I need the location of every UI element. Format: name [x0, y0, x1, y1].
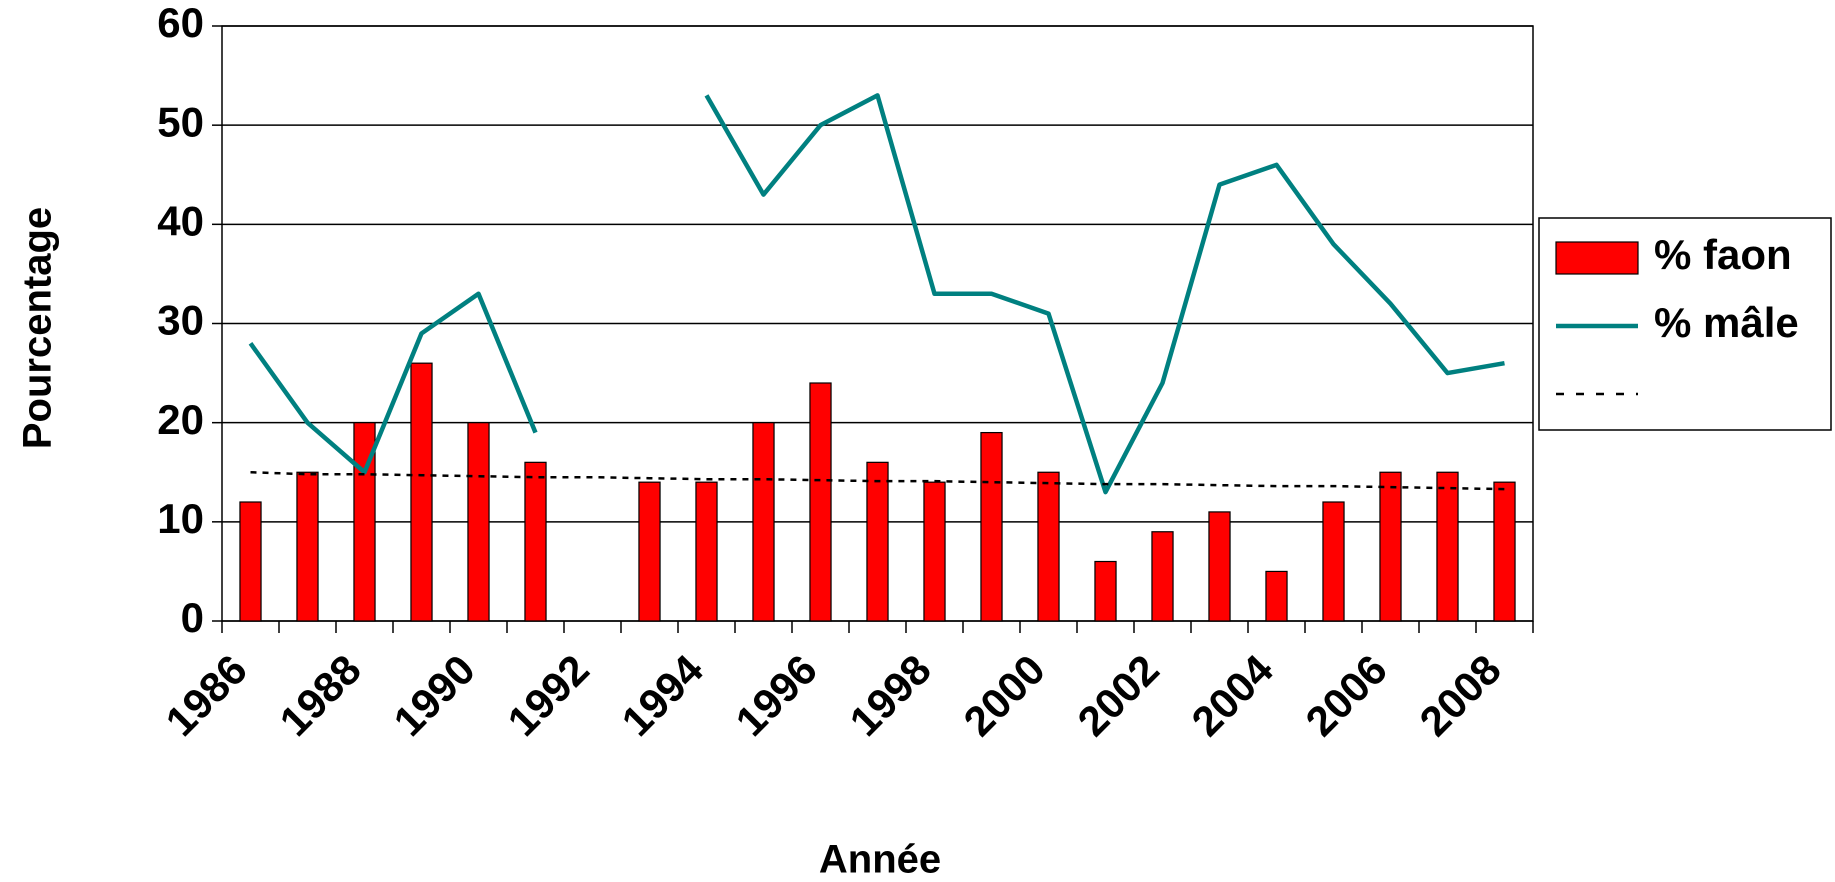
- y-tick-label: 20: [157, 396, 204, 443]
- y-tick-label: 30: [157, 297, 204, 344]
- x-axis-title: Année: [819, 838, 941, 882]
- x-tick-label: 2006: [1297, 646, 1396, 745]
- legend: % faon % mâle: [1538, 217, 1832, 431]
- bar: [239, 501, 262, 622]
- legend-label: % faon: [1654, 231, 1792, 278]
- bar: [809, 382, 832, 622]
- y-tick-label: 10: [157, 495, 204, 542]
- bar: [923, 481, 946, 622]
- legend-swatch: [1555, 241, 1639, 275]
- bar: [1208, 511, 1231, 622]
- bar: [1037, 471, 1060, 622]
- bar: [353, 422, 376, 622]
- x-tick-label: 2002: [1069, 646, 1168, 745]
- bar: [752, 422, 775, 622]
- line-series: [248, 291, 538, 475]
- x-tick-label: 1990: [385, 646, 484, 745]
- bar: [467, 422, 490, 622]
- bar: [1436, 471, 1459, 622]
- line-series: [250, 471, 1505, 491]
- x-tick-label: 1988: [271, 646, 370, 745]
- bar: [866, 461, 889, 622]
- bar: [1379, 471, 1402, 622]
- x-tick-label: 1996: [727, 646, 826, 745]
- y-tick-label: 40: [157, 197, 204, 244]
- y-axis-title: Pourcentage: [16, 207, 60, 449]
- x-tick-label: 2000: [955, 646, 1054, 745]
- x-tick-label: 1994: [613, 645, 713, 745]
- bar: [1151, 531, 1174, 622]
- x-tick-label: 2004: [1183, 645, 1283, 745]
- bar: [296, 471, 319, 622]
- x-tick-label: 1992: [499, 646, 598, 745]
- bar: [638, 481, 661, 622]
- bar: [524, 461, 547, 622]
- x-tick-label: 1998: [841, 646, 940, 745]
- bar: [410, 362, 433, 622]
- y-tick-label: 50: [157, 98, 204, 145]
- bar: [1322, 501, 1345, 622]
- x-tick-label: 1986: [157, 646, 256, 745]
- bar: [1094, 560, 1117, 622]
- y-tick-label: 60: [157, 0, 204, 46]
- bar: [1493, 481, 1516, 622]
- bar: [980, 431, 1003, 622]
- bar: [695, 481, 718, 622]
- y-tick-label: 0: [181, 594, 204, 641]
- x-tick-label: 2008: [1411, 646, 1510, 745]
- bar: [1265, 570, 1288, 622]
- line-series: [704, 93, 1505, 495]
- legend-label: % mâle: [1654, 299, 1799, 346]
